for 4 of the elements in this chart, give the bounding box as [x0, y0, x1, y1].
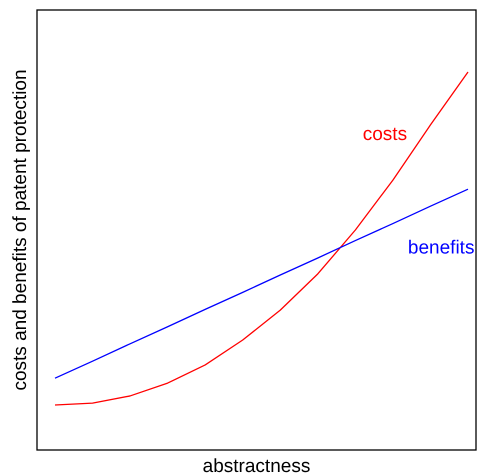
series-label: benefits: [408, 238, 474, 259]
x-axis-title: abstractness: [202, 456, 310, 476]
y-axis-title: costs and benefits of patent protection: [10, 69, 31, 391]
series-label: costs: [362, 124, 408, 146]
